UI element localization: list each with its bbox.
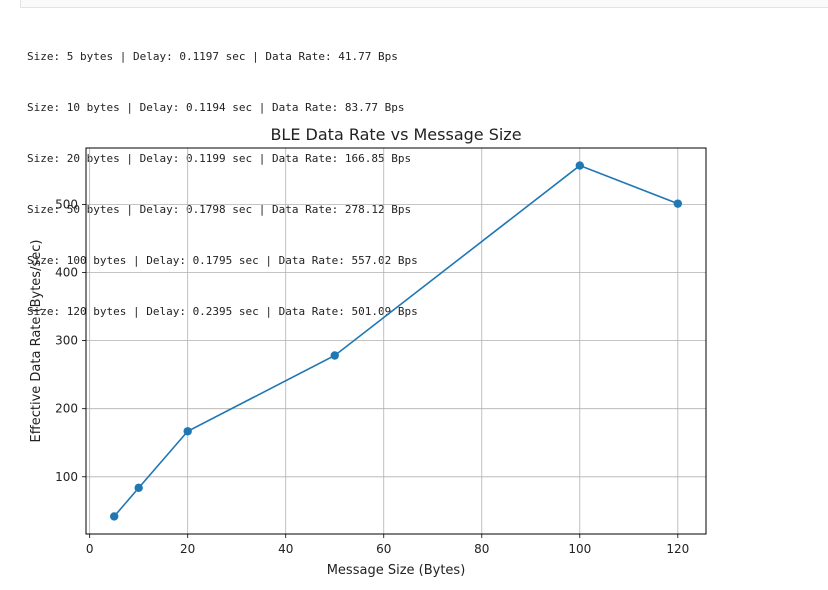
chart-title: BLE Data Rate vs Message Size (270, 125, 521, 144)
y-axis-label: Effective Data Rate (Bytes/sec) (29, 240, 44, 443)
y-tick-label: 500 (55, 197, 78, 211)
x-tick-label: 0 (86, 542, 94, 556)
y-tick-label: 300 (55, 334, 78, 348)
previous-cell-edge (20, 0, 828, 8)
data-point (673, 199, 683, 208)
data-point (575, 161, 584, 170)
data-point (109, 512, 119, 521)
output-line: Size: 10 bytes | Delay: 0.1194 sec | Dat… (27, 101, 405, 114)
data-point (183, 427, 192, 436)
axis-ticks: 0 20 40 60 80 100 120 100 200 300 400 500 (55, 197, 689, 556)
y-tick-label: 100 (55, 470, 78, 484)
x-tick-label: 40 (278, 542, 293, 556)
x-axis-label: Message Size (Bytes) (327, 563, 466, 578)
series-line (113, 164, 679, 517)
output-line: Size: 120 bytes | Delay: 0.2395 sec | Da… (27, 305, 418, 318)
output-line: Size: 50 bytes | Delay: 0.1798 sec | Dat… (27, 203, 412, 216)
cell-output: Size: 5 bytes | Delay: 0.1197 sec | Data… (27, 14, 418, 337)
y-tick-label: 400 (55, 265, 78, 279)
x-tick-label: 120 (666, 542, 689, 556)
data-point (134, 483, 143, 493)
data-series (109, 161, 683, 521)
plot-area-frame (85, 147, 707, 535)
output-line: Size: 5 bytes | Delay: 0.1197 sec | Data… (27, 50, 398, 63)
x-tick-label: 20 (180, 542, 195, 556)
x-tick-label: 80 (474, 542, 489, 556)
x-tick-label: 100 (568, 542, 591, 556)
y-tick-label: 200 (55, 402, 78, 416)
output-line: Size: 20 bytes | Delay: 0.1199 sec | Dat… (27, 152, 412, 165)
output-line: Size: 100 bytes | Delay: 0.1795 sec | Da… (27, 254, 418, 267)
grid (86, 148, 706, 534)
x-tick-label: 60 (376, 542, 391, 556)
data-point (330, 351, 339, 360)
